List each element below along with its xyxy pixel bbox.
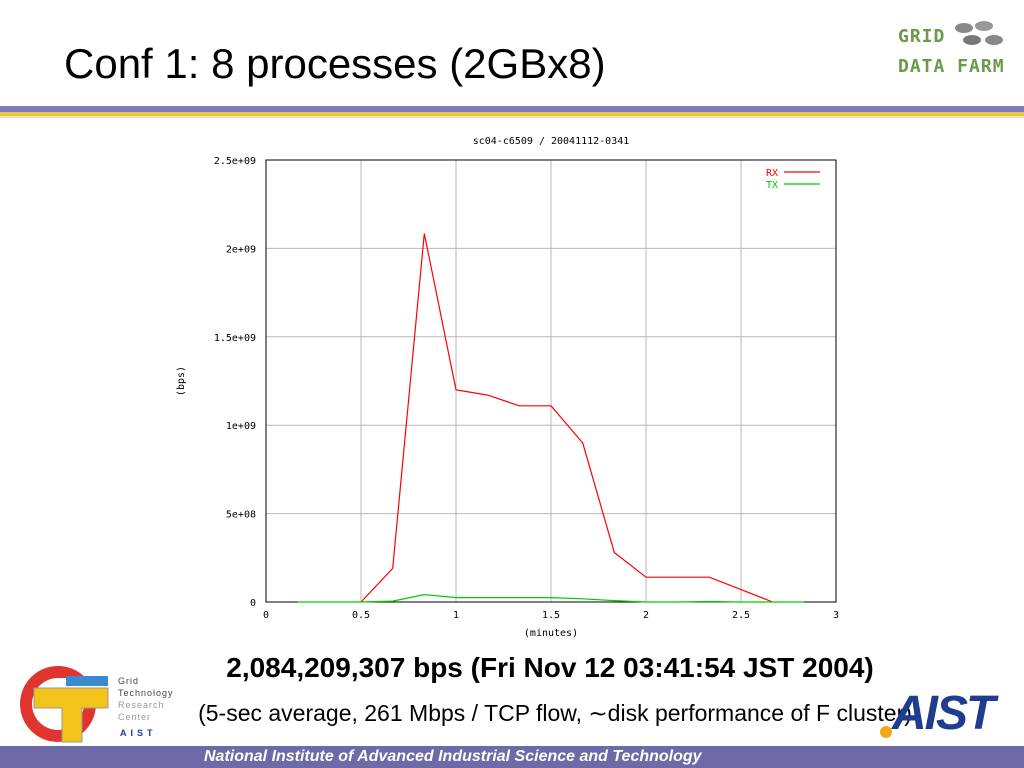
x-axis-label: (minutes) [524, 628, 578, 639]
chart-grid [266, 160, 836, 602]
gtrc-line-4: Center [118, 712, 152, 722]
chart-series [297, 233, 805, 603]
y-tick-label: 1e+09 [226, 421, 256, 432]
series-line-tx [297, 593, 805, 603]
x-tick-label: 0.5 [352, 610, 370, 621]
peak-throughput-headline: 2,084,209,307 bps (Fri Nov 12 03:41:54 J… [226, 652, 874, 683]
throughput-chart: 0 5e+08 1e+09 1.5e+09 2e+09 2.5e+09 0 0.5 1 1.5 2… [176, 136, 839, 639]
gtrc-line-2: Technology [118, 688, 174, 698]
gtrc-org: AIST [120, 728, 157, 738]
footer-bar: National Institute of Advanced Industria… [0, 746, 1024, 768]
aist-logo-word: AIST [892, 687, 995, 740]
gtrc-line-3: Research [118, 700, 165, 710]
slide-title: Conf 1: 8 processes (2GBx8) [64, 40, 606, 87]
chart-title: sc04-c6509 / 20041112-0341 [473, 136, 630, 147]
gdf-logo-line1: GRID [898, 26, 946, 47]
throughput-note: (5-sec average, 261 Mbps / TCP flow, ∼di… [198, 700, 912, 726]
header-divider-purple [0, 106, 1024, 112]
x-tick-label: 0 [263, 610, 269, 621]
gtrc-emblem-icon [20, 666, 109, 743]
legend-label-tx: TX [766, 180, 778, 191]
header-divider-light [0, 116, 1024, 118]
x-tick-label: 1.5 [542, 610, 560, 621]
gtrc-line-1: Grid [118, 676, 140, 686]
y-tick-label: 0 [250, 598, 256, 609]
aist-dot-icon [880, 726, 892, 738]
x-tick-label: 2 [643, 610, 649, 621]
header-divider-yellow [0, 112, 1024, 116]
x-tick-label: 3 [833, 610, 839, 621]
plot-frame [265, 159, 837, 603]
gdf-cluster-icon [955, 21, 1003, 45]
grid-datafarm-logo: GRID DATA FARM [896, 18, 1006, 86]
y-tick-label: 5e+08 [226, 510, 256, 521]
y-tick-label: 2.5e+09 [214, 156, 256, 167]
gdf-logo-line2: DATA FARM [898, 56, 1005, 77]
y-tick-label: 2e+09 [226, 244, 256, 255]
series-line-rx [360, 233, 773, 603]
gtrc-logo: Grid Technology Research Center AIST [4, 664, 194, 744]
x-tick-label: 1 [453, 610, 459, 621]
aist-logo: AIST [878, 686, 1024, 746]
x-axis-ticks: 0 0.5 1 1.5 2 2.5 3 [263, 610, 839, 621]
legend-label-rx: RX [766, 168, 778, 179]
y-axis-label: (bps) [176, 366, 187, 396]
y-axis-ticks: 0 5e+08 1e+09 1.5e+09 2e+09 2.5e+09 [214, 156, 256, 609]
y-tick-label: 1.5e+09 [214, 333, 256, 344]
x-tick-label: 2.5 [732, 610, 750, 621]
footer-institution: National Institute of Advanced Industria… [204, 748, 702, 765]
